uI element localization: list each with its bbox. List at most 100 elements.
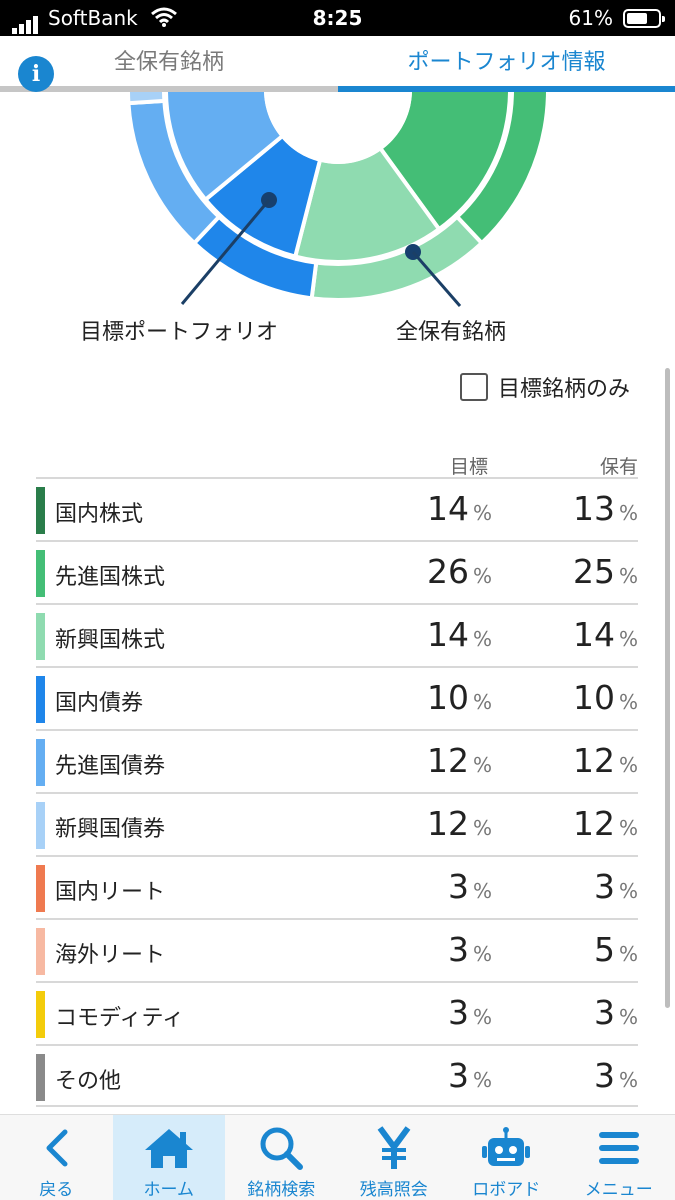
percent-unit: %: [618, 753, 638, 777]
nav-roboadvisor-label: ロボアド: [472, 1180, 541, 1200]
nav-balance[interactable]: 残高照会: [338, 1115, 451, 1200]
holding-number: 12: [572, 741, 615, 780]
table-row: 新興国債券 12% 12%: [36, 792, 638, 855]
scrollbar[interactable]: [665, 368, 670, 1008]
inner-ring-pointer-line: [180, 199, 271, 305]
category-color-swatch: [36, 676, 45, 723]
outer-ring-pointer-line: [411, 251, 462, 307]
target-only-filter[interactable]: 目標銘柄のみ: [460, 372, 630, 402]
target-number: 26: [426, 552, 469, 591]
nav-back[interactable]: 戻る: [0, 1115, 113, 1200]
target-value: 12%: [427, 741, 492, 780]
nav-home[interactable]: ホーム: [112, 1115, 226, 1200]
holding-value: 3%: [594, 1056, 638, 1095]
holding-value: 25%: [573, 552, 638, 591]
holding-value: 12%: [573, 741, 638, 780]
target-number: 3: [447, 930, 469, 969]
nav-home-label: ホーム: [143, 1180, 195, 1200]
percent-unit: %: [472, 753, 492, 777]
back-chevron-icon: [0, 1125, 113, 1171]
category-color-swatch: [36, 550, 45, 597]
category-color-swatch: [36, 802, 45, 849]
donut-hole: [264, 92, 412, 164]
category-label: 国内債券: [55, 691, 144, 716]
target-value: 14%: [427, 615, 492, 654]
nav-menu[interactable]: メニュー: [563, 1115, 675, 1200]
inner-ring-label: 目標ポートフォリオ: [80, 320, 279, 345]
table-row: 先進国債券 12% 12%: [36, 729, 638, 792]
donut-segment: [377, 92, 512, 232]
target-number: 12: [426, 741, 469, 780]
percent-unit: %: [472, 564, 492, 588]
holding-value: 14%: [573, 615, 638, 654]
nav-roboadvisor[interactable]: ロボアド: [450, 1115, 563, 1200]
category-color-swatch: [36, 739, 45, 786]
table-row: 新興国株式 14% 14%: [36, 603, 638, 666]
percent-unit: %: [618, 1005, 638, 1029]
target-number: 14: [426, 615, 469, 654]
target-value: 12%: [427, 804, 492, 843]
category-label: 国内リート: [55, 880, 166, 905]
table-row: その他 3% 3%: [36, 1044, 638, 1107]
holding-number: 25: [572, 552, 615, 591]
category-label: 国内株式: [55, 502, 144, 527]
target-only-checkbox[interactable]: [460, 373, 488, 401]
nav-search[interactable]: 銘柄検索: [225, 1115, 338, 1200]
clock: 8:25: [312, 6, 363, 30]
info-icon[interactable]: i: [18, 56, 54, 92]
target-value: 26%: [427, 552, 492, 591]
category-label: その他: [55, 1069, 122, 1094]
percent-unit: %: [618, 1068, 638, 1092]
holding-number: 3: [593, 867, 615, 906]
target-value: 14%: [427, 489, 492, 528]
target-value: 3%: [448, 867, 492, 906]
table-row: 先進国株式 26% 25%: [36, 540, 638, 603]
status-bar: SoftBank 8:25 61%: [0, 0, 675, 36]
battery-icon: [623, 9, 665, 28]
battery-percent: 61%: [568, 6, 613, 30]
target-value: 3%: [448, 1056, 492, 1095]
nav-menu-label: メニュー: [584, 1180, 653, 1200]
holding-value: 13%: [573, 489, 638, 528]
category-label: 新興国債券: [55, 817, 166, 842]
holding-number: 3: [593, 993, 615, 1032]
target-number: 10: [426, 678, 469, 717]
wifi-icon: [151, 7, 177, 27]
category-color-swatch: [36, 613, 45, 660]
tab-portfolio-info[interactable]: ポートフォリオ情報: [338, 36, 675, 92]
percent-unit: %: [472, 627, 492, 651]
target-only-label: 目標銘柄のみ: [498, 377, 631, 402]
percent-unit: %: [472, 942, 492, 966]
holding-value: 3%: [594, 867, 638, 906]
category-label: 先進国株式: [55, 565, 166, 590]
home-icon: [113, 1125, 226, 1171]
holding-value: 5%: [594, 930, 638, 969]
percent-unit: %: [472, 501, 492, 525]
menu-icon: [563, 1125, 675, 1171]
table-row: 国内株式 14% 13%: [36, 477, 638, 540]
category-label: 海外リート: [55, 943, 166, 968]
percent-unit: %: [618, 564, 638, 588]
category-color-swatch: [36, 991, 45, 1038]
target-number: 3: [447, 867, 469, 906]
search-icon: [225, 1125, 338, 1171]
robot-icon: [450, 1125, 563, 1171]
category-color-swatch: [36, 865, 45, 912]
target-value: 3%: [448, 930, 492, 969]
category-label: コモディティ: [55, 1006, 185, 1031]
percent-unit: %: [618, 627, 638, 651]
nav-search-label: 銘柄検索: [247, 1180, 316, 1200]
donut-segment: [126, 92, 167, 106]
signal-icon: [12, 10, 40, 34]
table-row: 海外リート 3% 5%: [36, 918, 638, 981]
target-number: 3: [447, 1056, 469, 1095]
category-color-swatch: [36, 487, 45, 534]
category-label: 新興国株式: [55, 628, 166, 653]
category-label: 先進国債券: [55, 754, 166, 779]
percent-unit: %: [618, 690, 638, 714]
allocation-table-header: 目標 保有: [36, 450, 638, 478]
table-row: 国内債券 10% 10%: [36, 666, 638, 729]
tab-all-holdings[interactable]: 全保有銘柄: [0, 36, 338, 92]
target-column-header: 目標: [449, 456, 488, 478]
